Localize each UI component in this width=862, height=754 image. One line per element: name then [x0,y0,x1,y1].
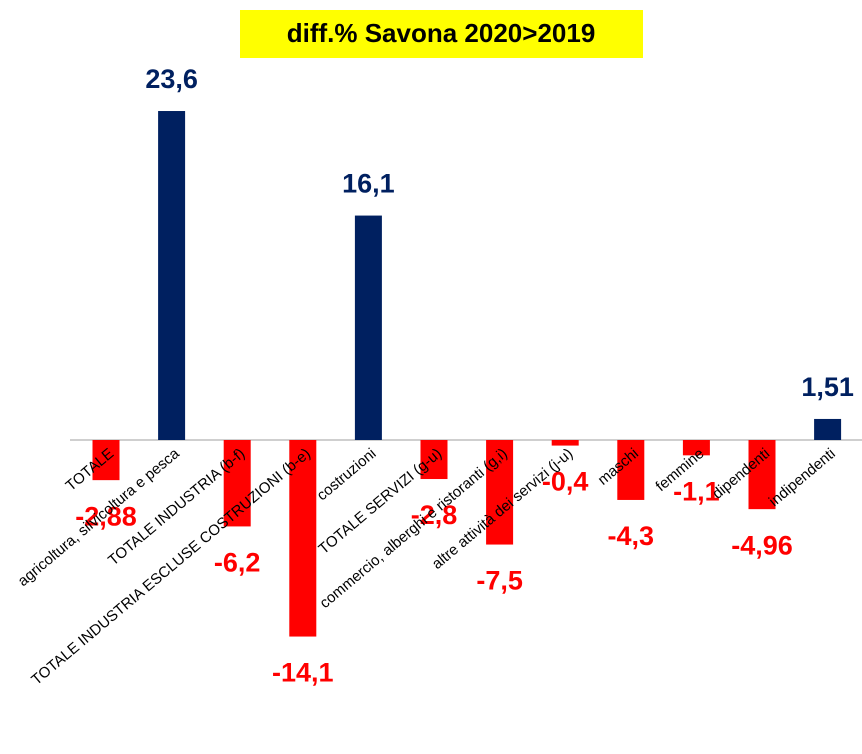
value-label: -2,88 [75,501,137,531]
value-label: -4,96 [731,530,793,560]
value-label: -4,3 [608,521,655,551]
title-background [240,10,643,58]
bar [551,440,579,446]
bar [289,440,317,637]
bar [92,440,120,481]
bar [223,440,251,527]
bar [682,440,710,456]
bar [486,440,514,545]
value-label: 23,6 [145,64,198,94]
bar [158,111,186,441]
bar [354,215,382,440]
bar [420,440,448,480]
value-label: 16,1 [342,169,395,199]
chart-title: diff.% Savona 2020>2019 [287,18,596,48]
value-label: -2,8 [411,500,458,530]
bar [814,418,842,440]
bar [617,440,645,500]
x-tick-label: costruzioni [314,445,380,504]
x-tick-label: indipendenti [766,445,839,510]
value-label: 1,51 [801,372,854,402]
value-label: -6,2 [214,548,261,578]
value-label: -14,1 [272,658,334,688]
value-label: -1,1 [673,476,720,506]
bar [748,440,776,510]
value-label: -0,4 [542,467,589,497]
value-label: -7,5 [476,566,523,596]
